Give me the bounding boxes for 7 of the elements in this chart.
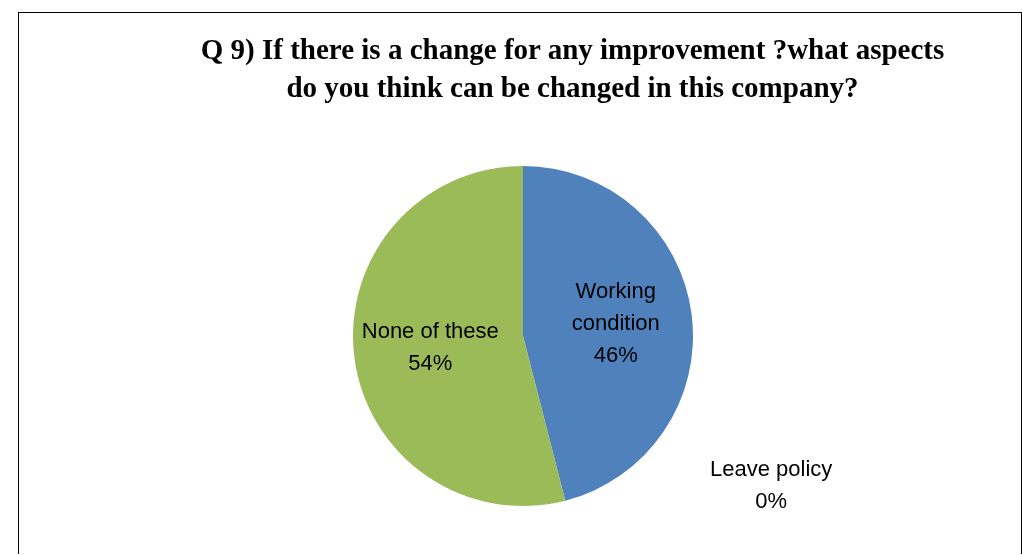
data-label: 54% [408,349,453,375]
chart-title: Q 9) If there is a change for any improvement ?what aspects do you think can be changed in this company? [200,32,945,105]
category-label: Leave policy [710,455,833,481]
slice-label: Working condition [571,278,660,336]
slice-label: None of these [361,317,499,343]
text: 0% [755,487,788,513]
data-label: 46% [593,342,638,368]
